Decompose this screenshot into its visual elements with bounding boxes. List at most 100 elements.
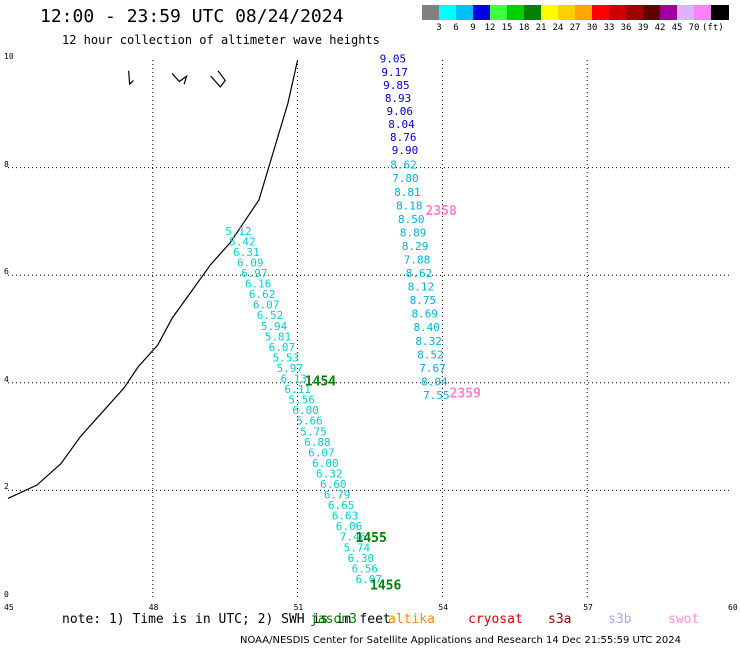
colorbar-swatch xyxy=(677,5,695,20)
colorbar-label: 3 xyxy=(436,23,442,33)
wave-height-label: 5.81 xyxy=(265,330,292,343)
x-tick-label: 54 xyxy=(438,603,449,612)
colorbar-swatch xyxy=(626,5,644,20)
wave-height-label: 7.67 xyxy=(419,362,446,375)
wave-height-label: 6.32 xyxy=(316,467,343,480)
wave-height-label: 7.46 xyxy=(340,531,367,544)
wave-height-label: 8.93 xyxy=(385,92,412,105)
wave-height-label: 6.56 xyxy=(352,562,379,575)
pass-time-label: 1455 xyxy=(356,531,387,546)
colorbar-label: 6 xyxy=(453,23,459,33)
pass-time-label: 1456 xyxy=(370,578,401,593)
wave-height-label: 6.07 xyxy=(308,446,335,459)
x-tick-label: 57 xyxy=(583,603,593,612)
wave-height-label: 7.88 xyxy=(404,253,431,266)
wave-height-label: 9.06 xyxy=(387,105,414,118)
colorbar-label: 15 xyxy=(501,23,513,33)
colorbar-swatch xyxy=(558,5,576,20)
wave-height-label: 8.62 xyxy=(406,267,433,280)
wave-height-label: 8.40 xyxy=(413,321,440,334)
y-tick-label: 0 xyxy=(4,590,9,599)
wave-height-label: 8.76 xyxy=(390,131,417,144)
map-grid xyxy=(8,60,732,598)
colorbar-label: 42 xyxy=(654,23,666,33)
wave-height-label: 8.62 xyxy=(390,159,417,172)
wave-height-label: 9.85 xyxy=(383,79,410,92)
wave-height-label: 5.74 xyxy=(344,541,371,554)
wave-height-label: 6.07 xyxy=(269,341,296,354)
credit-line: NOAA/NESDIS Center for Satellite Applica… xyxy=(240,635,682,646)
colorbar-label: 45 xyxy=(671,23,683,33)
colorbar-label: 9 xyxy=(470,23,476,33)
pass-time-label: 1454 xyxy=(305,374,336,389)
wave-height-label: 8.69 xyxy=(412,308,439,321)
colorbar-swatch xyxy=(422,5,440,20)
wave-height-label: 6.16 xyxy=(245,278,271,291)
wave-height-label: 9.17 xyxy=(381,66,408,79)
wave-height-label: 8.81 xyxy=(394,186,421,199)
colorbar-label: 12 xyxy=(484,23,496,33)
colorbar-swatch xyxy=(439,5,457,20)
wave-height-label: 8.75 xyxy=(410,294,437,307)
wave-height-label: 6.00 xyxy=(292,404,319,417)
colorbar-swatch xyxy=(592,5,610,20)
x-tick-label: 48 xyxy=(148,603,159,612)
page-subtitle: 12 hour collection of altimeter wave hei… xyxy=(62,33,380,47)
colorbar-swatch xyxy=(609,5,627,20)
colorbar-swatch xyxy=(541,5,559,20)
wave-height-label: 6.52 xyxy=(257,309,284,322)
wave-height-label: 5.97 xyxy=(277,362,304,375)
colorbar-swatch xyxy=(524,5,542,20)
legend-item-swot: swot xyxy=(668,612,700,627)
pass-time-label: 2358 xyxy=(426,204,457,219)
colorbar-label: 39 xyxy=(637,23,649,33)
y-tick-label: 8 xyxy=(4,159,9,169)
wave-height-label: 5.12 xyxy=(225,225,252,238)
colorbar-swatch xyxy=(473,5,491,20)
colorbar-label: 27 xyxy=(569,23,581,33)
colorbar-swatch xyxy=(456,5,474,20)
wave-height-label: 8.52 xyxy=(417,348,444,361)
wave-height-label: 5.42 xyxy=(229,235,256,248)
wave-height-label: 6.09 xyxy=(237,256,264,269)
legend-item-s3a: s3a xyxy=(548,612,572,627)
legend-item-jason3: jason3 xyxy=(310,612,357,627)
wave-height-label: 8.29 xyxy=(402,240,429,253)
colorbar-swatch xyxy=(507,5,525,20)
island-outline xyxy=(171,73,188,85)
wave-height-label: 7.80 xyxy=(392,172,419,185)
wave-height-label: 6.88 xyxy=(304,436,331,449)
y-tick-label: 6 xyxy=(4,267,9,277)
wave-height-label: 8.18 xyxy=(396,199,423,212)
legend-item-altika: altika xyxy=(388,612,435,627)
x-tick-label: 45 xyxy=(4,603,14,612)
legend-item-s3b: s3b xyxy=(608,612,632,627)
coastline xyxy=(7,59,299,500)
wave-height-label: 8.32 xyxy=(415,335,442,348)
wave-height-label: 6.11 xyxy=(284,383,311,396)
legend-item-cryosat: cryosat xyxy=(468,612,523,627)
wave-height-label: 6.60 xyxy=(320,478,347,491)
wave-height-label: 5.75 xyxy=(300,425,327,438)
wave-height-label: 6.13 xyxy=(280,373,307,386)
y-tick-label: 2 xyxy=(4,482,9,492)
wave-height-label: 6.07 xyxy=(253,299,279,312)
page-title: 12:00 - 23:59 UTC 08/24/2024 xyxy=(40,6,344,27)
wave-height-label: 6.06 xyxy=(336,520,363,533)
colorbar-swatch xyxy=(490,5,508,20)
colorbar-swatch xyxy=(660,5,678,20)
wave-height-label: 7.55 xyxy=(423,389,450,402)
wave-height-label: 5.66 xyxy=(296,415,323,428)
colorbar-swatch xyxy=(694,5,712,20)
colorbar-label: 70 xyxy=(688,23,700,33)
wave-height-label: 6.62 xyxy=(249,288,275,301)
wave-height-label: 6.00 xyxy=(312,457,339,470)
wave-height-label: 8.89 xyxy=(400,226,427,239)
wave-height-label: 6.79 xyxy=(324,489,351,502)
wave-height-label: 6.97 xyxy=(241,267,268,280)
colorbar-label: 21 xyxy=(535,23,547,33)
colorbar-label: 36 xyxy=(620,23,632,33)
colorbar-swatch xyxy=(711,5,729,20)
x-tick-label: 60 xyxy=(728,603,738,612)
